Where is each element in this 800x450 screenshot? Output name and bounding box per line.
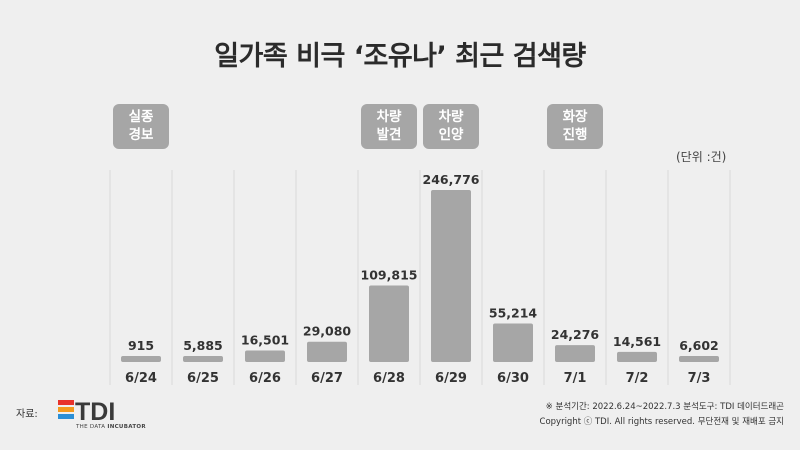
x-tick-label: 6/24: [125, 371, 157, 386]
unit-label: (단위 :건): [676, 150, 727, 164]
data-label: 246,776: [423, 172, 480, 187]
chart-title: 일가족 비극 ‘조유나’ 최근 검색량: [214, 41, 586, 72]
data-label: 915: [128, 338, 154, 353]
logo-stripe-red: [58, 400, 74, 405]
data-label: 14,561: [613, 334, 661, 349]
data-label: 16,501: [241, 332, 289, 347]
tdi-logo: TDI: [58, 398, 115, 426]
bar-7/2: [617, 351, 657, 362]
event-box-line: 인양: [438, 127, 464, 143]
logo-subtitle-prefix: THE DATA: [76, 424, 108, 430]
event-box-line: 화장: [562, 109, 588, 125]
logo-text: TDI: [75, 398, 115, 426]
x-tick-label: 7/2: [626, 371, 649, 386]
event-box-line: 실종: [128, 109, 154, 125]
logo-stripe-orange: [58, 407, 74, 412]
x-tick-label: 7/1: [564, 371, 587, 386]
copyright-note: Copyright ⓒ TDI. All rights reserved. 무단…: [539, 417, 784, 427]
logo-subtitle: THE DATA INCUBATOR: [76, 424, 146, 430]
event-box-line: 차량: [376, 109, 402, 125]
x-tick-label: 6/28: [373, 371, 405, 386]
bar-6/28: [369, 285, 409, 362]
bar-6/26: [245, 350, 285, 362]
bar-6/30: [493, 323, 533, 362]
data-label: 29,080: [303, 324, 352, 339]
data-label: 109,815: [361, 267, 418, 282]
logo-stripe-blue: [58, 414, 74, 419]
x-tick-label: 7/3: [688, 371, 711, 386]
event-box-line: 진행: [562, 127, 588, 143]
bar-6/27: [307, 341, 347, 362]
x-tick-label: 6/30: [497, 371, 529, 386]
data-label: 6,602: [679, 338, 719, 353]
event-box-line: 발견: [376, 127, 402, 143]
x-tick-label: 6/27: [311, 371, 343, 386]
bar-6/24: [121, 356, 161, 362]
event-box-line: 차량: [438, 109, 464, 125]
analysis-period-note: ※ 분석기간: 2022.6.24~2022.7.3 분석도구: TDI 데이터…: [545, 402, 784, 412]
x-tick-label: 6/29: [435, 371, 467, 386]
logo-subtitle-bold: INCUBATOR: [107, 424, 146, 430]
data-label: 5,885: [183, 338, 223, 353]
bar-6/29: [431, 190, 471, 362]
bar-7/1: [555, 345, 595, 362]
data-label: 55,214: [489, 306, 538, 321]
event-box-line: 경보: [128, 127, 154, 143]
bar-6/25: [183, 356, 223, 362]
source-label: 자료:: [16, 409, 38, 420]
x-tick-label: 6/25: [187, 371, 219, 386]
x-tick-label: 6/26: [249, 371, 281, 386]
data-label: 24,276: [551, 327, 600, 342]
bar-7/3: [679, 356, 719, 362]
